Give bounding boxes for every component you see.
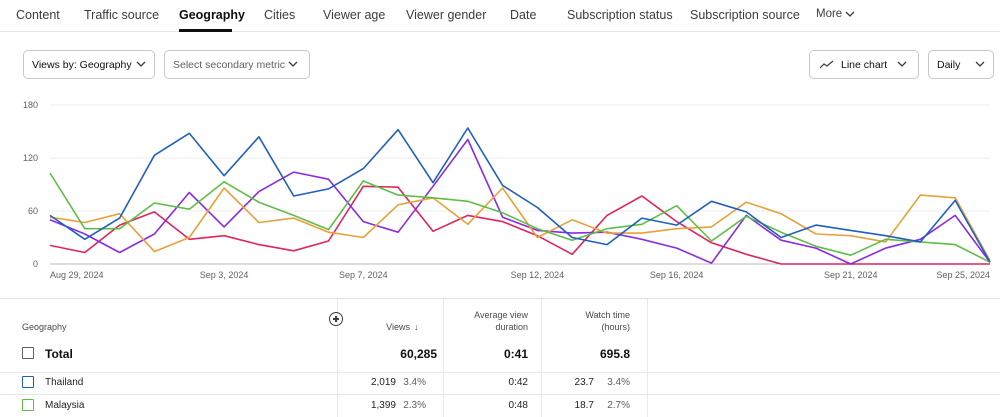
country-name: Malaysia [45,400,85,411]
chevron-down-icon [288,61,298,67]
row-watch-time: 23.7 [574,377,594,388]
x-tick-label: Sep 3, 2024 [200,270,249,280]
tab-traffic-source[interactable]: Traffic source [84,8,160,22]
country-name: Thailand [45,377,84,388]
interval-dropdown[interactable]: Daily [928,50,994,79]
interval-label: Daily [937,59,961,71]
series-line [49,187,991,261]
y-tick-label: 0 [33,259,38,269]
tab-viewer-age[interactable]: Viewer age [323,8,386,22]
total-views: 60,285 [400,347,437,361]
tab-viewer-gender[interactable]: Viewer gender [406,8,487,22]
tab-more-label: More [816,8,843,20]
tab-cities[interactable]: Cities [264,8,296,22]
views-by-dropdown[interactable]: Views by: Geography [23,50,155,79]
chart-type-dropdown[interactable]: Line chart [809,50,919,79]
chevron-down-icon [845,11,855,17]
add-column-button[interactable] [329,312,343,326]
header-watch-time-line2: (hours) [601,322,630,332]
tab-subscription-status[interactable]: Subscription status [567,8,673,22]
x-tick-label: Sep 12, 2024 [511,270,565,280]
x-tick-label: Sep 25, 2024 [936,270,990,280]
row-divider [0,372,1000,373]
sort-down-icon[interactable]: ↓ [414,322,419,332]
y-tick-label: 60 [28,206,38,216]
column-divider [337,299,338,417]
row-views: 2,019 [370,377,396,388]
header-watch-time[interactable]: Watch time (hours) [568,309,630,333]
chevron-down-icon [975,61,985,67]
row-checkbox-malaysia[interactable] [22,399,34,411]
y-tick-label: 180 [23,100,38,110]
tab-more[interactable]: More [816,8,855,20]
active-tab-indicator [179,29,232,32]
header-avg-view-duration-line2: duration [495,322,528,332]
header-avg-view-duration[interactable]: Average view duration [460,309,528,333]
row-avg-duration: 0:42 [508,377,528,388]
line-chart-icon [819,60,834,69]
series-line [49,172,991,263]
geography-table: Geography Views ↓ Average view duration … [0,298,1000,417]
header-views[interactable]: Views [386,322,410,332]
row-checkbox-thailand[interactable] [22,376,34,388]
column-divider [647,299,648,417]
tab-date[interactable]: Date [510,8,537,22]
views-by-label: Views by: Geography [32,59,132,71]
column-divider [443,299,444,417]
x-tick-label: Sep 16, 2024 [650,270,704,280]
series-line [49,138,991,265]
row-views-pct: 2.3% [403,400,426,411]
secondary-metric-placeholder: Select secondary metric [173,59,286,71]
row-divider [0,394,1000,395]
row-watch-time: 18.7 [574,400,594,411]
total-label: Total [45,347,73,361]
tab-geography[interactable]: Geography [179,8,245,22]
header-watch-time-line1: Watch time [585,310,630,320]
chevron-down-icon [136,61,146,67]
total-watch-time: 695.8 [599,347,630,361]
row-avg-duration: 0:48 [508,400,528,411]
row-watch-pct: 2.7% [607,400,630,411]
x-tick-label: Sep 7, 2024 [339,270,388,280]
series-line [49,185,990,265]
views-line-chart: 180 120 60 0 Aug 29, 2024 Sep 3, 2024 Sep 7, 2… [23,100,991,280]
x-tick-label: Aug 29, 2024 [50,270,104,280]
series-line [49,127,991,263]
row-watch-pct: 3.4% [607,377,630,388]
row-views: 1,399 [370,400,396,411]
header-geography[interactable]: Geography [22,322,67,332]
total-avg-duration: 0:41 [503,347,528,361]
y-tick-label: 120 [23,153,38,163]
row-views-pct: 3.4% [403,377,426,388]
column-divider [541,299,542,417]
tab-subscription-source[interactable]: Subscription source [690,8,800,22]
x-tick-label: Sep 21, 2024 [824,270,878,280]
header-avg-view-duration-line1: Average view [474,310,528,320]
total-checkbox[interactable] [22,347,34,359]
tab-content[interactable]: Content [16,8,60,22]
chart-type-label: Line chart [841,59,888,71]
secondary-metric-dropdown[interactable]: Select secondary metric [164,50,310,79]
chevron-down-icon [897,61,907,67]
report-tab-bar: Content Traffic source Geography Cities … [0,0,1000,32]
